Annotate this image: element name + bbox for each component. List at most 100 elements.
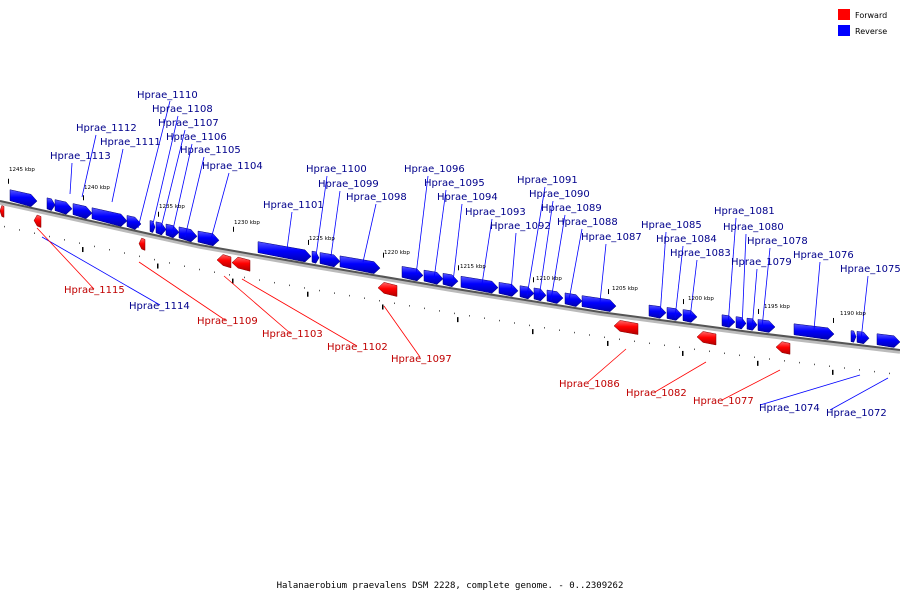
gene-label[interactable]: Hprae_1094 (437, 192, 498, 203)
gene-label[interactable]: Hprae_1106 (166, 132, 227, 143)
gene-label[interactable]: Hprae_1078 (747, 236, 808, 247)
reverse-gene-arrow[interactable] (876, 333, 900, 348)
reverse-gene-arrow[interactable] (339, 255, 381, 274)
gene-label[interactable]: Hprae_1082 (626, 388, 687, 399)
gene-label[interactable]: Hprae_1079 (731, 257, 792, 268)
gene-label[interactable]: Hprae_1104 (202, 161, 263, 172)
legend: Forward Reverse (838, 9, 887, 36)
gene-label[interactable]: Hprae_1092 (490, 221, 551, 232)
reverse-gene-arrow[interactable] (126, 215, 142, 230)
gene-label[interactable]: Hprae_1084 (656, 234, 717, 245)
reverse-gene-arrow[interactable] (401, 266, 424, 282)
gene-label[interactable]: Hprae_1107 (158, 118, 219, 129)
reverse-gene-arrow[interactable] (793, 323, 835, 340)
reverse-gene-arrow[interactable] (666, 307, 683, 321)
gene-label[interactable]: Hprae_1077 (693, 396, 754, 407)
reverse-gene-arrow[interactable] (423, 269, 444, 285)
gene-label[interactable]: Hprae_1115 (64, 285, 125, 296)
forward-gene-arrow[interactable] (696, 331, 717, 346)
legend-item-forward: Forward (838, 9, 887, 20)
gene-label[interactable]: Hprae_1087 (581, 232, 642, 243)
gene-label[interactable]: Hprae_1101 (263, 200, 324, 211)
gene-label[interactable]: Hprae_1110 (137, 90, 198, 101)
scale-minor-tick (259, 279, 260, 281)
gene-label[interactable]: Hprae_1075 (840, 264, 900, 275)
reverse-gene-arrow[interactable] (746, 317, 758, 331)
scale-minor-tick (364, 297, 365, 299)
scale-major-tick (383, 252, 384, 258)
kbp-label: 1200 kbp (688, 296, 714, 302)
reverse-gene-arrow[interactable] (533, 287, 547, 302)
forward-gene-arrow[interactable] (377, 282, 398, 297)
forward-gene-arrow[interactable] (231, 256, 251, 272)
reverse-gene-arrow[interactable] (46, 197, 56, 211)
gene-label[interactable]: Hprae_1088 (557, 217, 618, 228)
reverse-gene-arrow[interactable] (197, 230, 220, 247)
reverse-gene-arrow[interactable] (546, 289, 564, 304)
reverse-gene-arrow[interactable] (856, 331, 870, 345)
reverse-gene-arrow[interactable] (735, 316, 747, 330)
scale-minor-tick (484, 317, 485, 319)
gene-label[interactable]: Hprae_1072 (826, 408, 887, 419)
reverse-gene-arrow[interactable] (519, 285, 535, 300)
leader-line (751, 268, 758, 331)
gene-label[interactable]: Hprae_1093 (465, 207, 526, 218)
reverse-gene-arrow[interactable] (178, 226, 198, 243)
gene-label[interactable]: Hprae_1111 (100, 137, 161, 148)
reverse-gene-arrow[interactable] (72, 203, 93, 220)
gene-label[interactable]: Hprae_1100 (306, 164, 367, 175)
gene-label[interactable]: Hprae_1113 (50, 151, 111, 162)
gene-label[interactable]: Hprae_1083 (670, 248, 731, 259)
gene-label[interactable]: Hprae_1090 (529, 189, 590, 200)
gene-label[interactable]: Hprae_1112 (76, 123, 137, 134)
reverse-gene-arrow[interactable] (850, 330, 857, 343)
gene-label[interactable]: Hprae_1105 (180, 145, 241, 156)
gene-label[interactable]: Hprae_1086 (559, 379, 620, 390)
gene-label[interactable]: Hprae_1103 (262, 329, 323, 340)
gene-label[interactable]: Hprae_1085 (641, 220, 702, 231)
legend-label-forward: Forward (855, 11, 887, 20)
gene-label[interactable]: Hprae_1089 (541, 203, 602, 214)
reverse-gene-arrow[interactable] (319, 252, 341, 268)
reverse-gene-arrow[interactable] (9, 189, 38, 207)
gene-label[interactable]: Hprae_1096 (404, 164, 465, 175)
gene-label[interactable]: Hprae_1095 (424, 178, 485, 189)
reverse-gene-arrow[interactable] (311, 250, 320, 264)
forward-gene-arrow[interactable] (33, 214, 42, 228)
scale-major-tick (832, 369, 834, 375)
reverse-gene-arrow[interactable] (498, 282, 519, 297)
legend-label-reverse: Reverse (855, 27, 887, 36)
gene-label[interactable]: Hprae_1097 (391, 354, 452, 365)
reverse-gene-arrow[interactable] (564, 292, 583, 307)
scale-minor-tick (409, 305, 410, 307)
gene-label[interactable]: Hprae_1099 (318, 179, 379, 190)
reverse-gene-arrow[interactable] (442, 273, 459, 288)
reverse-gene-arrow[interactable] (54, 199, 73, 215)
gene-label[interactable]: Hprae_1081 (714, 206, 775, 217)
forward-gene-arrow[interactable] (0, 205, 5, 218)
forward-gene-arrow[interactable] (216, 254, 232, 269)
leader-line (481, 218, 493, 285)
forward-gene-arrow[interactable] (775, 341, 791, 355)
reverse-gene-arrow[interactable] (648, 304, 667, 319)
leader-line (241, 278, 358, 347)
scale-minor-tick (319, 289, 320, 292)
reverse-gene-arrow[interactable] (757, 319, 776, 333)
gene-label[interactable]: Hprae_1102 (327, 342, 388, 353)
reverse-gene-arrow[interactable] (257, 241, 312, 263)
forward-gene-arrow[interactable] (138, 237, 146, 251)
gene-label[interactable]: Hprae_1074 (759, 403, 820, 414)
reverse-gene-arrow[interactable] (581, 295, 617, 312)
gene-label[interactable]: Hprae_1098 (346, 192, 407, 203)
reverse-gene-arrow[interactable] (460, 275, 499, 294)
gene-label[interactable]: Hprae_1080 (723, 222, 784, 233)
reverse-gene-arrow[interactable] (91, 207, 128, 227)
scale-major-tick (158, 211, 159, 217)
gene-label[interactable]: Hprae_1109 (197, 316, 258, 327)
gene-label[interactable]: Hprae_1091 (517, 175, 578, 186)
gene-label[interactable]: Hprae_1114 (129, 301, 190, 312)
forward-gene-arrow[interactable] (613, 320, 639, 335)
scale-minor-tick (154, 258, 155, 261)
gene-label[interactable]: Hprae_1108 (152, 104, 213, 115)
gene-label[interactable]: Hprae_1076 (793, 250, 854, 261)
